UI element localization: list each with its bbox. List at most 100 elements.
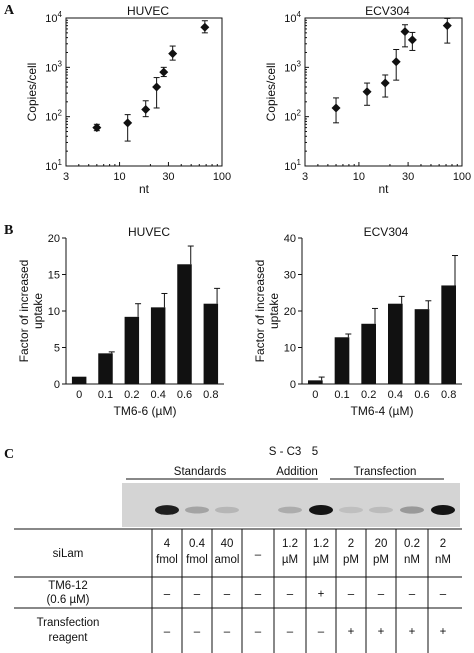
table-cell: – (194, 589, 201, 601)
bar (361, 323, 376, 384)
x-tick-label: 30 (402, 171, 414, 183)
table-cell: – (378, 589, 385, 601)
x-tick-label: 0.6 (414, 389, 429, 401)
y-tick-label: 10 (284, 343, 296, 355)
table-cell: – (194, 626, 201, 638)
gel-band-4 (278, 506, 302, 514)
x-tick-label: 0.1 (98, 389, 113, 401)
x-tick-label: 0.8 (203, 389, 218, 401)
table-cell: 20 (375, 538, 388, 550)
y-axis-label-line-2: uptake (31, 293, 45, 329)
gel-band-9 (431, 505, 455, 515)
data-point (168, 49, 178, 59)
data-point (152, 82, 162, 92)
table-cell-unit: amol (215, 554, 240, 566)
x-tick-label: 0.2 (124, 389, 139, 401)
table-cell: + (318, 589, 325, 601)
chart-title: HUVEC (127, 4, 169, 18)
table-cell: 2 (440, 538, 446, 550)
row-label-tm6-12-line2: (0.6 µM) (46, 594, 89, 606)
table-cell: – (224, 626, 231, 638)
gel-band-0 (155, 505, 179, 515)
panel-letter-a: A (4, 3, 15, 18)
gel-band-5 (309, 505, 333, 515)
x-axis-label: TM6-4 (µM) (351, 404, 414, 418)
table-cell: – (255, 626, 262, 638)
x-axis-label: nt (378, 182, 389, 196)
bar (71, 376, 87, 384)
table-cell: 40 (221, 538, 234, 550)
x-tick-label: 0.8 (441, 389, 456, 401)
group-addition-line1: S - C3 (269, 446, 302, 458)
table-cell-unit: pM (343, 554, 359, 566)
gel-band-7 (369, 506, 393, 514)
group-transfection: Transfection (354, 466, 417, 478)
y-tick-label: 0 (54, 379, 60, 391)
data-point (92, 123, 102, 133)
bar (203, 303, 219, 384)
table-cell: – (164, 626, 171, 638)
table-cell: – (287, 626, 294, 638)
bar-chart-2: 0 5 10 15 20 0 0.1 0.2 0.4 0.6 0.8 HUVEC TM6-6 (µM) F… (17, 225, 224, 418)
panel-letter-c: C (4, 447, 14, 462)
chart-title: ECV304 (364, 225, 409, 239)
x-tick-label: 100 (453, 171, 471, 183)
table-cell: – (348, 589, 355, 601)
x-axis-label: TM6-6 (µM) (114, 404, 177, 418)
table-cell: + (440, 626, 447, 638)
x-tick-label: 10 (113, 171, 125, 183)
table-cell: 1.2 (313, 538, 329, 550)
table-cell: – (224, 589, 231, 601)
table-cell: 0.2 (404, 538, 420, 550)
group-addition-superscript: 5 (312, 446, 318, 458)
table-cell-unit: nM (404, 554, 420, 566)
row-label-silam: siLam (53, 548, 84, 560)
y-tick-label-0: 101 (284, 158, 301, 173)
y-tick-label: 20 (284, 306, 296, 318)
gel-band-6 (339, 506, 363, 514)
y-tick-label: 0 (290, 379, 296, 391)
y-tick-label: 30 (284, 270, 296, 282)
table-cell-unit: fmol (186, 554, 208, 566)
table-cell-unit: pM (373, 554, 389, 566)
x-tick-label: 0 (76, 389, 82, 401)
bar (414, 309, 430, 384)
data-point (123, 118, 133, 128)
x-axis-label: nt (139, 182, 150, 196)
y-tick-label: 20 (48, 233, 60, 245)
data-point (159, 67, 169, 77)
y-tick-label-1: 102 (45, 109, 62, 124)
x-tick-label: 3 (63, 171, 69, 183)
chart-title: ECV304 (365, 4, 410, 18)
table-cell: – (440, 589, 447, 601)
bar (388, 303, 403, 384)
x-tick-label: 0.4 (151, 389, 166, 401)
x-tick-label: 3 (302, 171, 308, 183)
gel-band-2 (215, 506, 239, 514)
x-tick-label: 10 (353, 171, 365, 183)
bar-chart-3: 0 10 20 30 40 0 0.1 0.2 0.4 0.6 0.8 ECV304 TM6-4 (µM… (253, 225, 462, 418)
y-axis-label-line-1: Factor of increased (17, 260, 31, 363)
chart-title: HUVEC (128, 225, 170, 239)
group-standards: Standards (174, 466, 227, 478)
table-cell-unit: µM (313, 554, 329, 566)
y-axis-label: Copies/cell (264, 63, 278, 122)
plot-frame (304, 17, 463, 167)
table-cell: 1.2 (282, 538, 298, 550)
table-cell: – (409, 589, 416, 601)
y-tick-label-3: 104 (284, 10, 301, 25)
data-point (442, 21, 452, 31)
table-cell: – (164, 589, 171, 601)
scatter-chart-1: 3 10 30 100 101 102 103 104 ECV304 nt Copies/cell (264, 4, 471, 196)
data-point (331, 103, 341, 113)
data-point (141, 104, 151, 114)
table-cell: – (287, 589, 294, 601)
table-cell-unit: nM (435, 554, 451, 566)
gel-band-1 (185, 506, 209, 514)
y-axis-label-line-1: Factor of increased (253, 260, 267, 363)
y-axis-label: Copies/cell (25, 63, 39, 122)
gel-band-8 (400, 506, 424, 514)
table-cell: 4 (164, 538, 171, 550)
data-point (400, 27, 410, 37)
